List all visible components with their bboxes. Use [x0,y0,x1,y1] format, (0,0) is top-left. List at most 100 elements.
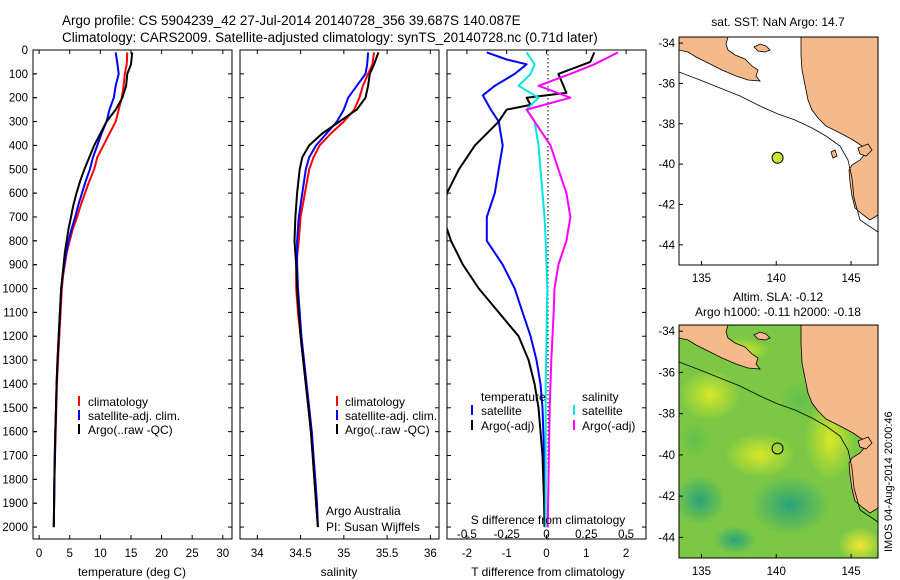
legend-text-satellite: satellite-adj. clim. [345,409,437,423]
x-tick-label: 30 [216,548,229,560]
sst-map-ticks: 135 140 145 -34 -36 -38 -40 -42 -44 [658,38,860,285]
map-y-tick-label: -42 [658,491,675,503]
argo-float-marker [771,151,784,164]
series-line-s-argo-adj- [525,51,619,528]
map-y-tick-label: -42 [658,199,675,211]
depth-tick-label: 100 [9,69,28,81]
map-x-tick-label: 145 [841,566,860,578]
temperature-x-ticks: 0 5 10 15 20 25 30 [33,49,232,560]
salinity-annotation-line-2: PI: Susan Wijffels [326,520,420,534]
t-difference-label: T difference from climatology [471,565,625,579]
sst-map-frame [678,36,879,266]
map-y-tick-label: -34 [658,326,675,338]
depth-tick-label: 900 [9,260,28,272]
depth-tick-label: 1500 [2,403,28,415]
difference-panel: -2 -1 0 1 2 temperature satellite Argo(-adj)… [446,49,647,579]
depth-tick-label: 200 [9,93,28,105]
depth-tick-label: 1800 [2,474,28,486]
temperature-x-label: temperature (deg C) [78,565,186,579]
salinity-x-label: salinity [321,565,358,579]
map-y-tick-label: -44 [658,532,675,544]
argo-float-marker [771,442,784,455]
header-line-2: Climatology: CARS2009. Satellite-adjuste… [62,30,598,45]
map-y-tick-label: -38 [658,409,675,421]
legend-text-s-satellite: satellite [582,404,623,418]
depth-tick-label: 1300 [2,355,28,367]
map-x-tick-label: 140 [767,273,786,285]
salinity-panel: 34 34.5 35 35.5 36 climatology satellite-adj… [239,49,440,579]
x-tick-label: 35 [337,548,350,560]
sla-anomaly-patch [680,370,740,420]
sst-map-geography [679,37,878,233]
shelf-break-contour [679,71,878,233]
depth-tick-label: 2000 [2,522,28,534]
depth-tick-label: 0 [22,45,28,57]
sla-anomaly-patch [713,526,757,554]
kangaroo-island-land [753,331,771,341]
legend-text-s-argo: Argo(-adj) [582,419,635,433]
salinity-lines [293,52,380,528]
series-line-argo-raw-qc- [52,52,134,528]
s-tick-label: -0.25 [494,529,520,541]
tasmania-land [857,436,873,450]
sla-map-ticks: 135 140 145 -34 -36 -38 -40 -42 -44 [658,326,860,578]
legend-text-climatology: climatology [88,395,148,409]
map-y-tick-label: -34 [658,38,675,50]
x-tick-label: 25 [186,548,199,560]
imos-timestamp: IMOS 04-Aug-2014 20:00:46 [883,411,895,552]
sla-anomaly-patch [679,422,711,458]
sla-anomaly-patch [838,527,878,558]
map-y-tick-label: -38 [658,119,675,131]
x-tick-label: 34.5 [289,548,311,560]
x-tick-label: 35.5 [376,548,398,560]
depth-tick-label: 800 [9,236,28,248]
sla-anomaly-patch [750,475,830,535]
depth-tick-label: 1900 [2,498,28,510]
depth-tick-label: 500 [9,164,28,176]
temperature-lines [52,52,134,528]
s-tick-label: -0.5 [457,529,477,541]
map-y-tick-label: -40 [658,159,675,171]
sla-map-field [679,325,878,558]
sla-map-title-2: Argo h1000: -0.11 h2000: -0.18 [695,305,861,319]
series-line-t-argo-adj- [447,52,596,528]
difference-x-ticks: -2 -1 0 1 2 [447,49,646,560]
depth-tick-label: 700 [9,212,28,224]
shelf-break-contour [679,361,878,523]
x-tick-label: 15 [125,548,138,560]
legend-text-satellite: satellite-adj. clim. [88,409,180,423]
legend-text-argo: Argo(..raw -QC) [88,423,173,437]
coastline-land [679,37,761,82]
kangaroo-island-land [753,43,771,53]
depth-tick-label: 300 [9,117,28,129]
s-tick-label: 0.25 [575,529,597,541]
difference-lines [447,51,619,528]
depth-tick-label: 1100 [3,307,28,319]
map-x-tick-label: 135 [692,566,711,578]
s-difference-tick-labels: -0.5 -0.25 0 0.25 0.5 [457,529,634,541]
depth-tick-label: 1700 [2,451,28,463]
x-tick-label: 0 [543,548,549,560]
x-tick-label: 10 [94,548,107,560]
legend-text-t-satellite: satellite [481,404,522,418]
map-y-tick-label: -40 [658,450,675,462]
s-tick-label: 0 [543,529,549,541]
temperature-panel: 0 5 10 15 20 25 30 0 100 200 300 400 500 600 700 800 90… [2,45,233,579]
depth-tick-label: 1400 [2,379,28,391]
series-line-s-satellite [517,51,549,528]
x-tick-label: 1 [583,548,589,560]
coastline-land [679,325,761,370]
salinity-axes-frame [239,49,440,540]
tasmania-land [857,143,873,157]
depth-tick-label: 1600 [2,427,28,439]
x-tick-label: 2 [623,548,629,560]
legend-text-climatology: climatology [345,395,405,409]
sst-map-title: sat. SST: NaN Argo: 14.7 [711,15,845,29]
header-line-1: Argo profile: CS 5904239_42 27-Jul-2014 … [62,13,521,28]
depth-tick-label: 1000 [2,284,28,296]
map-x-tick-label: 135 [692,273,711,285]
sla-map-frame [678,324,879,559]
series-line-t-satellite [481,51,547,528]
legend-text-t-argo: Argo(-adj) [481,419,534,433]
